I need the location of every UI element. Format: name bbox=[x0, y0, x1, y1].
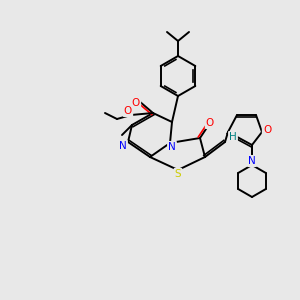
Text: N: N bbox=[168, 142, 176, 152]
Text: O: O bbox=[132, 98, 140, 108]
Text: N: N bbox=[248, 156, 256, 166]
Text: O: O bbox=[263, 125, 271, 135]
Text: H: H bbox=[229, 132, 237, 142]
Text: O: O bbox=[206, 118, 214, 128]
Text: O: O bbox=[124, 106, 132, 116]
Text: S: S bbox=[175, 169, 181, 179]
Text: N: N bbox=[119, 141, 127, 151]
